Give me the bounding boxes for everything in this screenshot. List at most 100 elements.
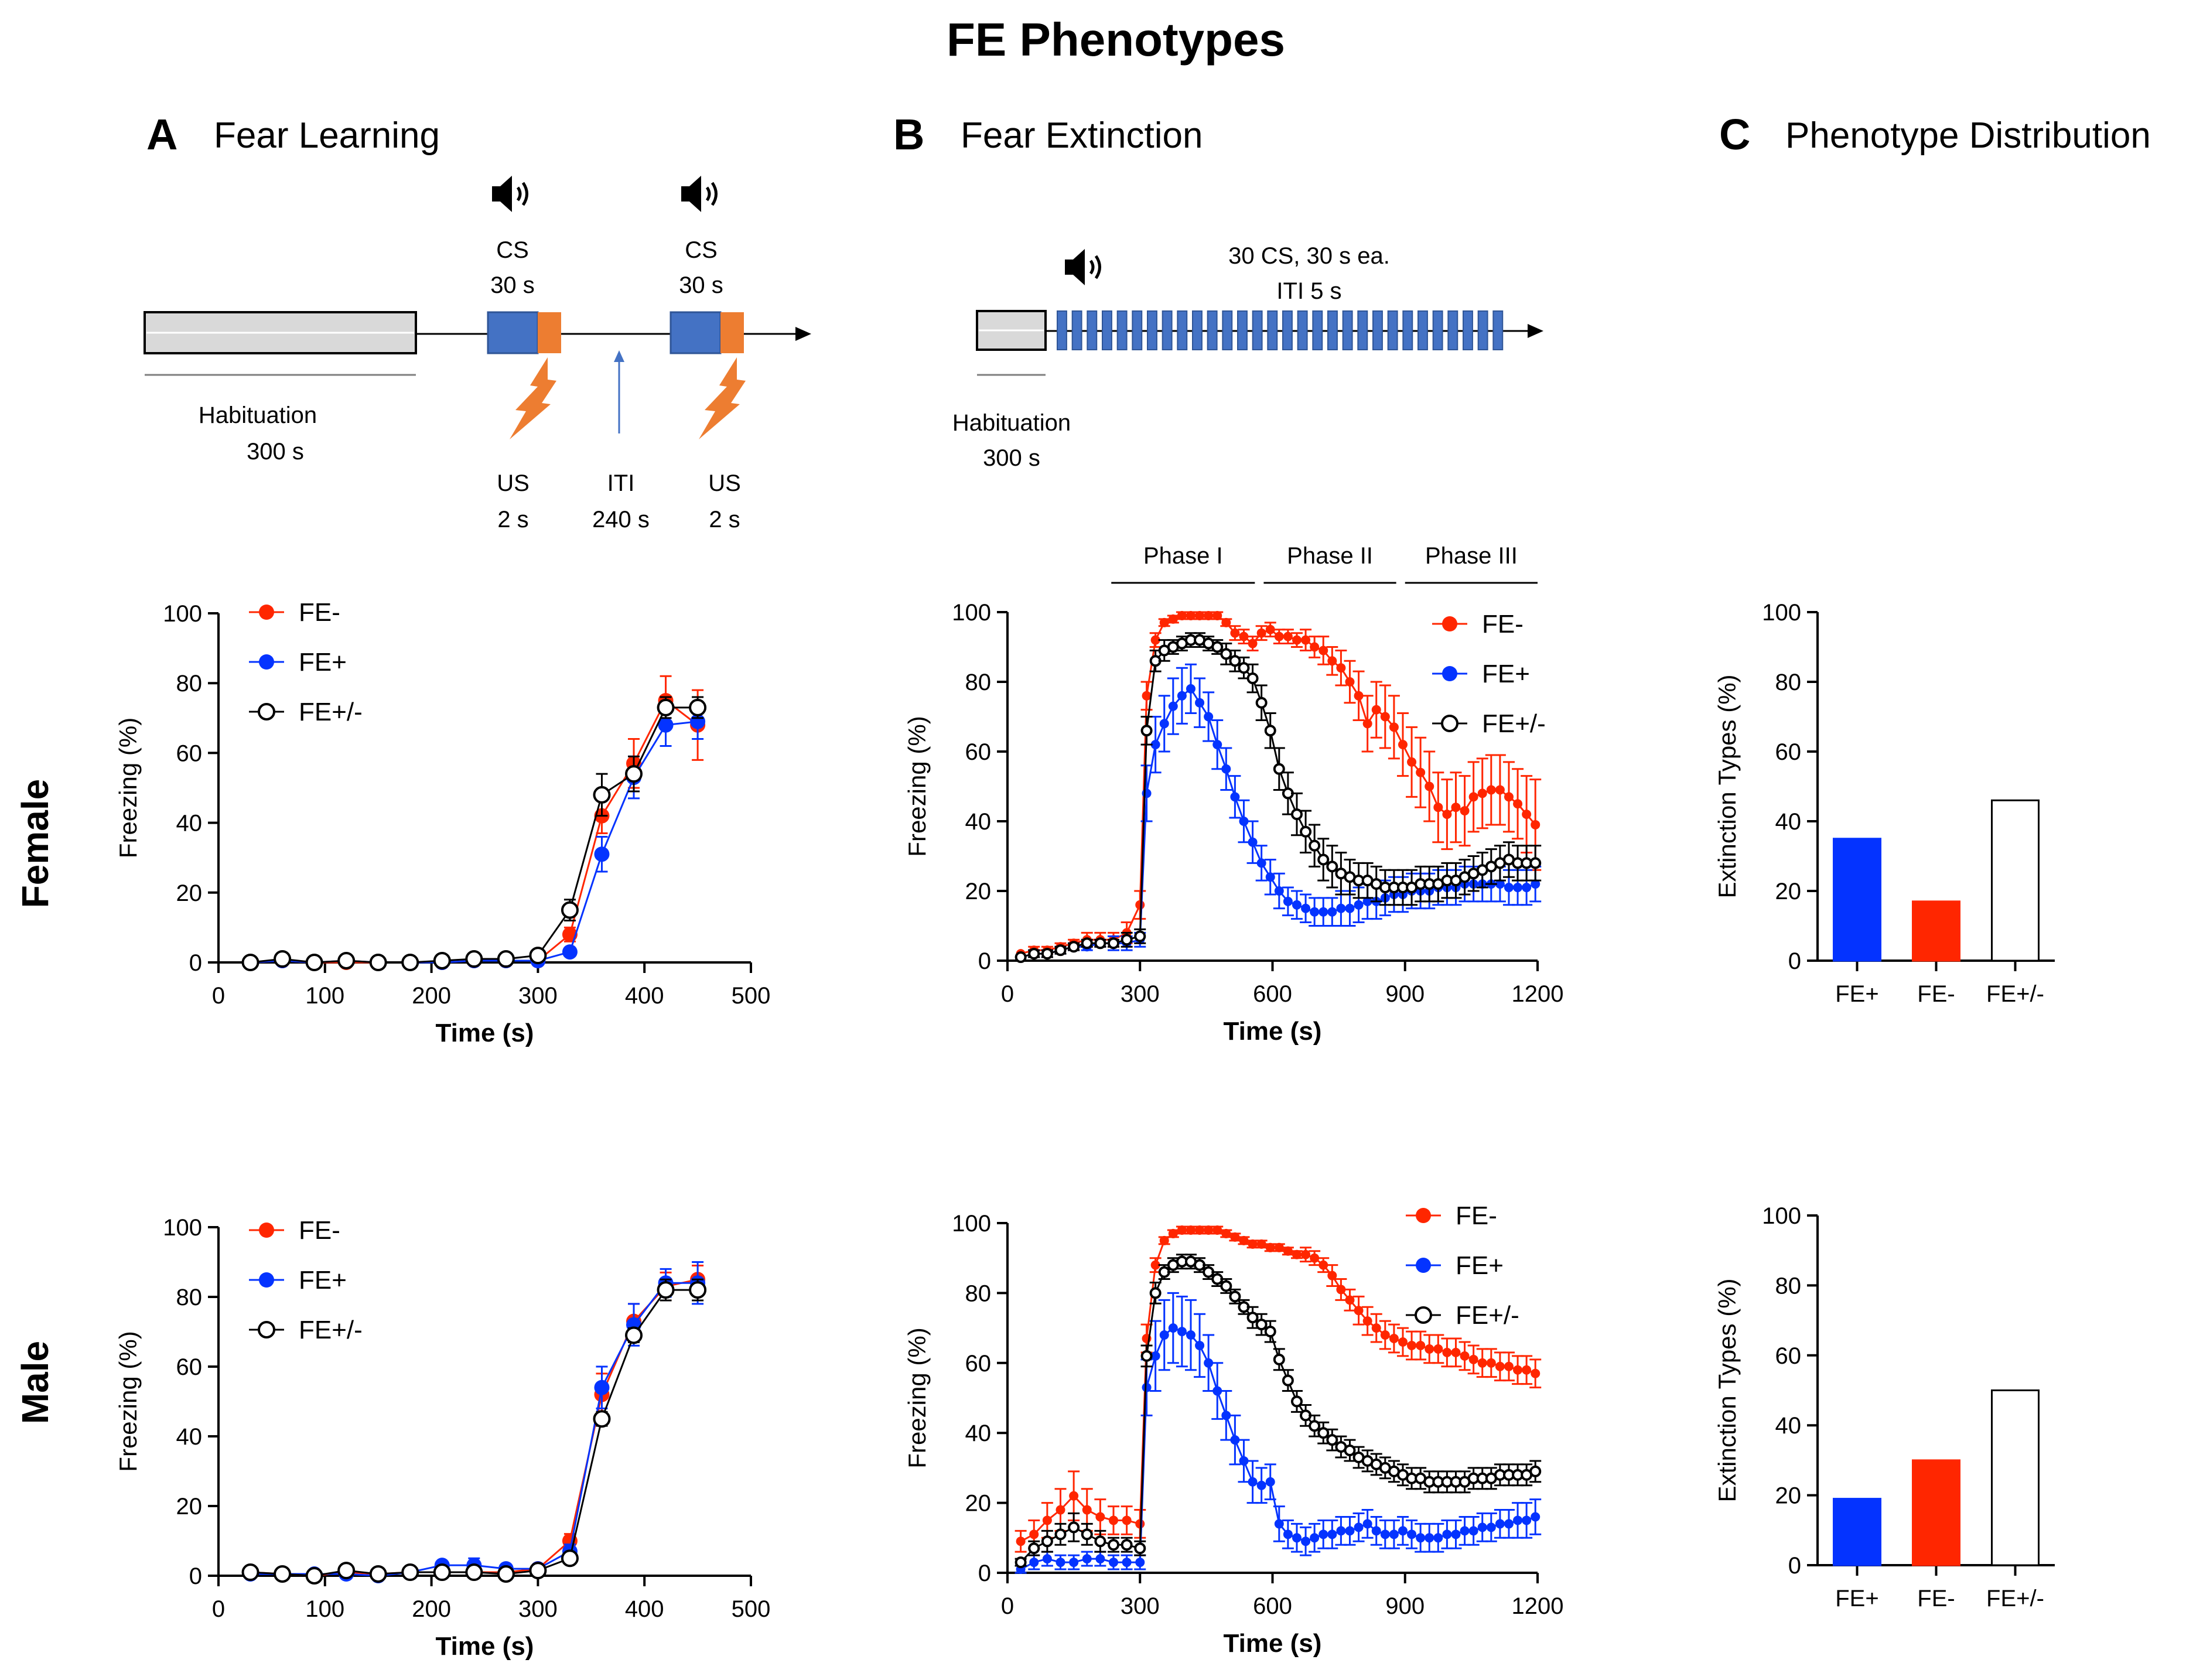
cs-box-2 — [670, 311, 722, 354]
data-point — [1221, 617, 1231, 627]
data-point — [497, 950, 515, 968]
iti-label: ITI — [607, 470, 635, 496]
data-point — [1212, 1386, 1222, 1396]
x-axis-label: Time (s) — [1224, 1017, 1322, 1046]
y-tick-label: 20 — [176, 1494, 203, 1519]
data-point — [1028, 948, 1040, 960]
data-point — [1265, 624, 1275, 634]
data-point — [1486, 1358, 1496, 1368]
data-point — [561, 1549, 579, 1568]
data-point — [1204, 1225, 1214, 1235]
x-tick-label: 1200 — [1512, 981, 1564, 1007]
data-point — [1108, 1539, 1119, 1551]
y-tick-label: 40 — [1775, 809, 1802, 835]
data-point — [369, 954, 387, 971]
data-point — [1094, 1535, 1106, 1548]
cs-block — [1327, 310, 1338, 350]
phase-brackets: Phase I Phase II Phase III — [1111, 543, 1538, 584]
data-point — [1069, 1491, 1079, 1501]
data-point — [689, 1281, 707, 1299]
x-tick-label: 0 — [212, 983, 225, 1009]
data-point — [1204, 1358, 1214, 1368]
data-point — [1354, 1522, 1364, 1532]
data-point — [1081, 1528, 1093, 1541]
y-axis-label: Freezing (%) — [903, 1327, 931, 1468]
data-point — [1398, 1337, 1408, 1347]
data-point — [401, 954, 419, 971]
data-point — [1495, 785, 1505, 795]
x-tick-label: 0 — [1001, 1593, 1014, 1619]
habituation-duration: 300 s — [247, 439, 304, 465]
x-tick-label: 200 — [412, 983, 451, 1009]
data-point — [1531, 1512, 1540, 1522]
data-point — [1486, 785, 1496, 795]
data-point — [1416, 767, 1426, 777]
data-point — [1142, 691, 1152, 701]
data-point — [1054, 944, 1067, 957]
cs-block — [1116, 310, 1128, 350]
legend-marker — [1415, 1306, 1432, 1324]
data-point — [1336, 663, 1346, 673]
data-point — [1274, 1519, 1284, 1529]
data-point — [1292, 635, 1302, 645]
data-point — [1362, 1519, 1372, 1529]
legend-label: FE+/- — [299, 1316, 363, 1344]
us-label-1: US — [497, 470, 530, 496]
chart-female-extinction: 0 20 40 60 80 100 Freezing (%) 0 300 600 900 1200 Ti… — [903, 600, 1563, 1046]
ext-habituation-box — [976, 310, 1047, 351]
data-point — [1238, 662, 1250, 674]
data-point — [1442, 1347, 1452, 1357]
y-tick-label: 60 — [965, 739, 992, 765]
series-FE+ — [242, 1261, 706, 1583]
data-point — [1371, 1323, 1381, 1333]
category-label: FE- — [1917, 1586, 1955, 1611]
x-axis-label: Time (s) — [436, 1019, 534, 1047]
data-point — [1150, 1351, 1160, 1361]
data-point — [625, 1326, 643, 1344]
timeline-arrowhead — [795, 327, 811, 341]
legend: FE- FE+ FE+/- — [1406, 1201, 1519, 1330]
data-point — [1317, 853, 1330, 866]
data-point — [1531, 1368, 1540, 1378]
category-label: FE+/- — [1986, 1586, 2044, 1611]
data-point — [1264, 1326, 1276, 1338]
legend-label: FE+/- — [1482, 709, 1546, 738]
y-tick-label: 40 — [176, 1424, 203, 1450]
data-point — [305, 1567, 323, 1585]
data-point — [1109, 1558, 1118, 1568]
data-point — [1477, 1358, 1487, 1368]
data-point — [689, 698, 707, 716]
panel-b-title: Fear Extinction — [961, 115, 1203, 156]
cs-label-1: CS — [496, 237, 529, 263]
data-point — [1121, 1539, 1133, 1551]
cs-block — [1357, 310, 1368, 350]
data-point — [1255, 1319, 1268, 1331]
category-label: FE+ — [1835, 981, 1878, 1007]
data-point — [401, 1563, 419, 1582]
y-axis-label: Extinction Types (%) — [1713, 674, 1741, 898]
data-point — [529, 947, 547, 965]
data-point — [1460, 1351, 1470, 1361]
data-point — [1425, 1344, 1434, 1354]
cs-label-2: CS — [685, 237, 718, 263]
data-point — [274, 950, 292, 968]
x-tick-label: 500 — [732, 983, 771, 1009]
data-point — [1407, 757, 1417, 767]
data-point — [1016, 1536, 1026, 1546]
data-point — [1416, 1340, 1426, 1350]
category-label: FE+ — [1835, 1586, 1878, 1611]
data-point — [1082, 1554, 1092, 1564]
data-point — [1265, 1242, 1275, 1252]
data-point — [1531, 819, 1540, 829]
x-tick-label: 400 — [625, 983, 664, 1009]
data-point — [1122, 1558, 1132, 1568]
data-point — [1345, 677, 1355, 687]
data-point — [1186, 684, 1195, 694]
data-point — [1168, 701, 1178, 711]
data-point — [1204, 610, 1214, 620]
chart-male-extinction: 0 20 40 60 80 100 Freezing (%) 0 300 600 900 1200 Ti… — [903, 1201, 1563, 1658]
y-tick-label: 100 — [1762, 600, 1801, 626]
y-tick-label: 80 — [965, 1281, 992, 1306]
data-point — [1310, 1533, 1320, 1543]
